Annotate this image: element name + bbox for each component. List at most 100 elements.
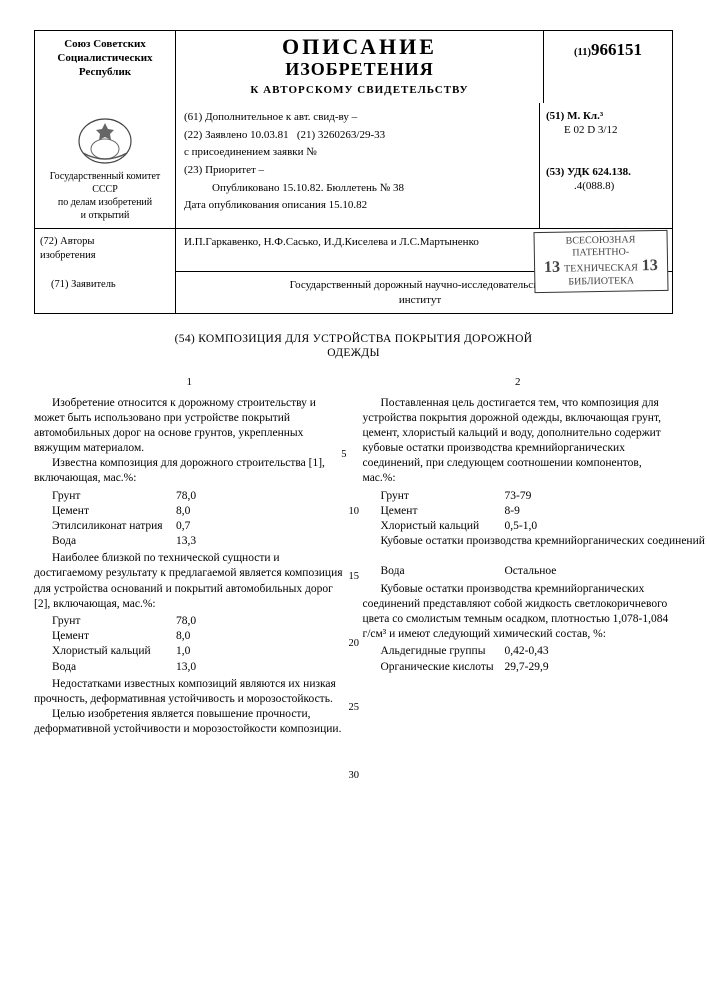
stamp-n1: 13: [540, 259, 564, 278]
table-val: 0,5-1,0: [499, 519, 538, 534]
table-val: 73-79: [499, 489, 532, 504]
f61: (61) Дополнительное к авт. свид-ву –: [184, 109, 531, 127]
table-key: Хлористый кальций: [381, 519, 499, 534]
header-mid: Государственный комитет СССР по делам из…: [34, 103, 673, 229]
table-key: Грунт: [52, 489, 170, 504]
table-key: Цемент: [381, 504, 499, 519]
table-key: Вода: [381, 564, 499, 579]
table-row: Вода13,3: [52, 534, 345, 549]
f71lab: (71) Заявитель: [46, 278, 176, 306]
body-columns: 1 5 Изобретение относится к дорож­ному с…: [34, 375, 673, 737]
header-bot: (72) Авторы изобретения ВСЕСОЮЗНАЯ ПАТЕН…: [34, 229, 673, 313]
fjoin: с присоединением заявки №: [184, 144, 531, 162]
table-key: Грунт: [381, 489, 499, 504]
lineno-25: 25: [349, 701, 360, 715]
f53a: (53) УДК 624.138.: [546, 165, 666, 179]
stamp-l3: ТЕХНИЧЕСКАЯ: [564, 263, 638, 275]
table-val: 78,0: [170, 489, 196, 504]
table-row: Вода13,0: [52, 660, 345, 675]
table-key: Цемент: [52, 504, 170, 519]
title-line1: ОПИСАНИЕ: [180, 35, 539, 58]
header-top: Союз Советских Социалистических Республи…: [34, 30, 673, 103]
pubno-cell: (11)966151: [544, 31, 672, 103]
f53b: .4(088.8): [546, 179, 666, 193]
committee-cell: Государственный комитет СССР по делам из…: [35, 103, 176, 228]
table-row: Хлористый кальций1,0: [52, 644, 345, 659]
title-sub: К АВТОРСКОМУ СВИДЕТЕЛЬСТВУ: [180, 83, 539, 97]
stamp-n2: 13: [638, 257, 662, 276]
table-val: 8-9: [499, 504, 520, 519]
table-key: Вода: [52, 534, 170, 549]
f21: (21) 3260263/29-33: [297, 129, 385, 141]
lineno-5: 5: [341, 448, 346, 462]
f22-21: (22) Заявлено 10.03.81 (21) 3260263/29-3…: [184, 127, 531, 145]
table-row: Кубовые остатки производства кремнийорга…: [381, 534, 674, 564]
f22: (22) Заявлено 10.03.81: [184, 129, 289, 141]
c1-table1: Грунт78,0Цемент8,0Этилсиликонат натрия0,…: [52, 489, 345, 550]
lineno-30: 30: [349, 769, 360, 783]
table-val: 78,0: [170, 614, 196, 629]
ussr-emblem: [75, 111, 135, 165]
c1-p3: Наиболее близкой по технической сущности…: [34, 551, 345, 612]
table-row: Этилсиликонат натрия0,7: [52, 519, 345, 534]
lineno-10: 10: [349, 505, 360, 519]
pubno-prefix: (11): [574, 47, 591, 58]
f51a: (51) М. Кл.³: [546, 109, 666, 123]
table-val: Остальное: [499, 564, 557, 579]
table-val: 8,0: [170, 629, 190, 644]
stamp-l4: БИБЛИОТЕКА: [541, 276, 663, 290]
fdate: Дата опубликования описания 15.10.82: [184, 197, 531, 215]
title-block: ОПИСАНИЕ ИЗОБРЕТЕНИЯ К АВТОРСКОМУ СВИДЕТ…: [176, 31, 544, 103]
table-val: 13,0: [170, 660, 196, 675]
table-row: Грунт78,0: [52, 614, 345, 629]
table-row: Грунт73-79: [381, 489, 674, 504]
table-key: Альдегидные группы: [381, 644, 499, 659]
table-row: Цемент8-9: [381, 504, 674, 519]
column-2: 2 10 15 20 25 30 Поставленная цель дости…: [363, 375, 674, 737]
title-54: (54) КОМПОЗИЦИЯ ДЛЯ УСТРОЙСТВА ПОКРЫТИЯ …: [34, 332, 673, 361]
table-val: 29,7-29,9: [499, 660, 549, 675]
title-line2: ИЗОБРЕТЕНИЯ: [180, 58, 539, 81]
table-key: Этилсиликонат натрия: [52, 519, 170, 534]
fpub: Опубликовано 15.10.82. Бюллетень № 38: [184, 180, 531, 198]
c1-p1: Изобретение относится к дорож­ному строи…: [34, 396, 345, 457]
column-1: 1 5 Изобретение относится к дорож­ному с…: [34, 375, 345, 737]
pubno: 966151: [591, 40, 642, 59]
c2-table2: Альдегидные группы0,42-0,43Органические …: [381, 644, 674, 674]
c2-p2: Кубовые остатки производства кремнийорга…: [363, 582, 674, 643]
table-key: Органические кислоты: [381, 660, 499, 675]
lineno-15: 15: [349, 570, 360, 584]
table-row: ВодаОстальное: [381, 564, 674, 579]
table-key: Хлористый кальций: [52, 644, 170, 659]
table-row: Грунт78,0: [52, 489, 345, 504]
c2-p1: Поставленная цель достигается тем, что к…: [363, 396, 674, 487]
table-val: 13,3: [170, 534, 196, 549]
c1-p4: Недостатками известных композиций являют…: [34, 677, 345, 707]
authors-cell: ВСЕСОЮЗНАЯ ПАТЕНТНО- 13ТЕХНИЧЕСКАЯ13 БИБ…: [176, 229, 672, 312]
table-val: 1,0: [170, 644, 190, 659]
table-key: Кубовые остатки производства кремнийорга…: [381, 534, 705, 564]
table-val: 8,0: [170, 504, 190, 519]
union-label: Союз Советских Социалистических Республи…: [35, 31, 176, 103]
c1-p5: Целью изобретения является повыше­ние пр…: [34, 707, 345, 737]
lineno-20: 20: [349, 637, 360, 651]
table-row: Альдегидные группы0,42-0,43: [381, 644, 674, 659]
f51b: E 02 D 3/12: [546, 123, 666, 137]
c1-table2: Грунт78,0Цемент8,0Хлористый кальций1,0Во…: [52, 614, 345, 675]
table-row: Органические кислоты29,7-29,9: [381, 660, 674, 675]
table-val: 0,42-0,43: [499, 644, 549, 659]
col2-num: 2: [363, 375, 674, 390]
page: Союз Советских Социалистических Республи…: [0, 0, 707, 1000]
table-row: Хлористый кальций0,5-1,0: [381, 519, 674, 534]
table-val: 0,7: [170, 519, 190, 534]
biblio-cell: (61) Дополнительное к авт. свид-ву – (22…: [176, 103, 540, 228]
f23: (23) Приоритет –: [184, 162, 531, 180]
table-key: Цемент: [52, 629, 170, 644]
table-row: Цемент8,0: [52, 504, 345, 519]
c1-p2: Известна композиция для дорожного строит…: [34, 456, 345, 486]
table-key: Вода: [52, 660, 170, 675]
c2-table1: Грунт73-79Цемент8-9Хлористый кальций0,5-…: [381, 489, 674, 580]
class-cell: (51) М. Кл.³ E 02 D 3/12 (53) УДК 624.13…: [540, 103, 672, 228]
table-row: Цемент8,0: [52, 629, 345, 644]
table-key: Грунт: [52, 614, 170, 629]
